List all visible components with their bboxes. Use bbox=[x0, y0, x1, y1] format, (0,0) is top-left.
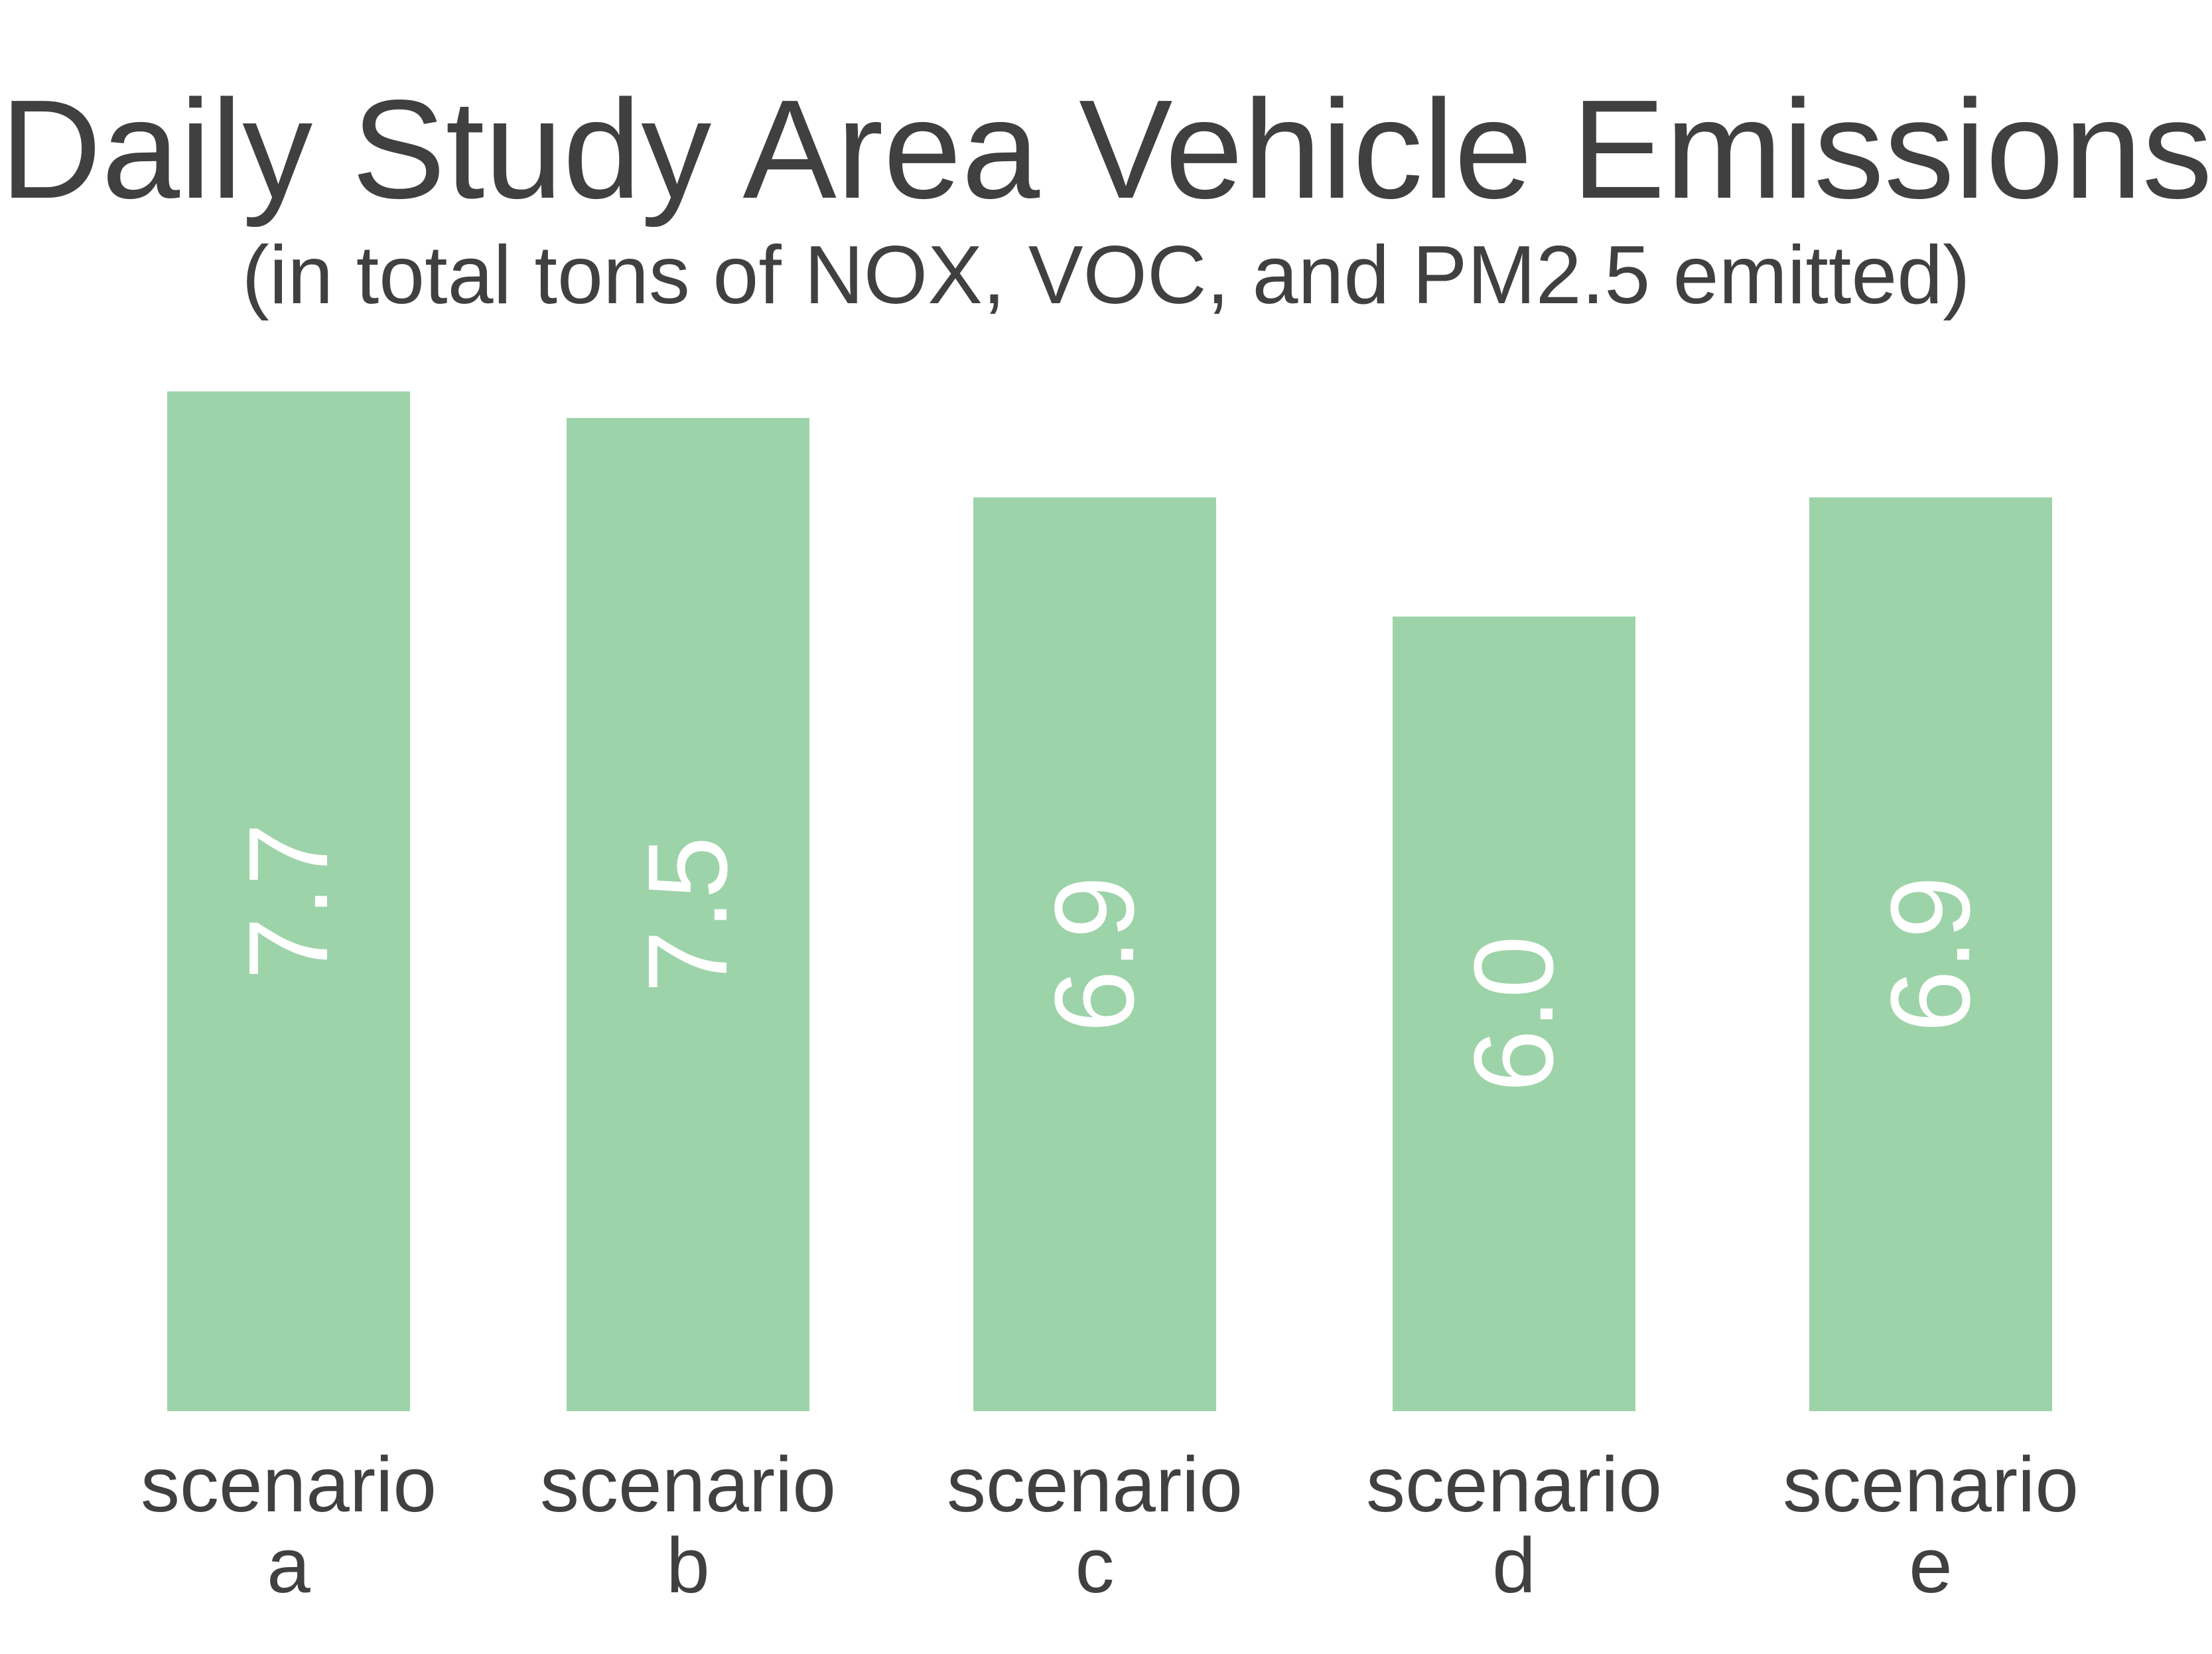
chart-title: Daily Study Area Vehicle Emissions bbox=[0, 70, 2212, 228]
category-label: scenario e bbox=[1783, 1441, 2079, 1610]
bar-e bbox=[1809, 497, 2052, 1412]
bar-b bbox=[567, 417, 809, 1411]
bar-value-label: 7.7 bbox=[226, 823, 352, 979]
bar-a bbox=[167, 391, 410, 1411]
bar-d bbox=[1393, 616, 1635, 1411]
bar-value-label: 6.9 bbox=[1868, 876, 1994, 1032]
chart-subtitle: (in total tons of NOX, VOC, and PM2.5 em… bbox=[242, 230, 1970, 321]
bar-value-label: 6.0 bbox=[1451, 935, 1577, 1092]
category-label: scenario d bbox=[1366, 1441, 1662, 1610]
bar-c bbox=[973, 497, 1216, 1412]
category-label: scenario b bbox=[540, 1441, 836, 1610]
category-label: scenario a bbox=[141, 1441, 437, 1610]
category-label: scenario c bbox=[947, 1441, 1243, 1610]
bar-value-label: 6.9 bbox=[1032, 876, 1158, 1032]
bar-value-label: 7.5 bbox=[625, 836, 751, 993]
